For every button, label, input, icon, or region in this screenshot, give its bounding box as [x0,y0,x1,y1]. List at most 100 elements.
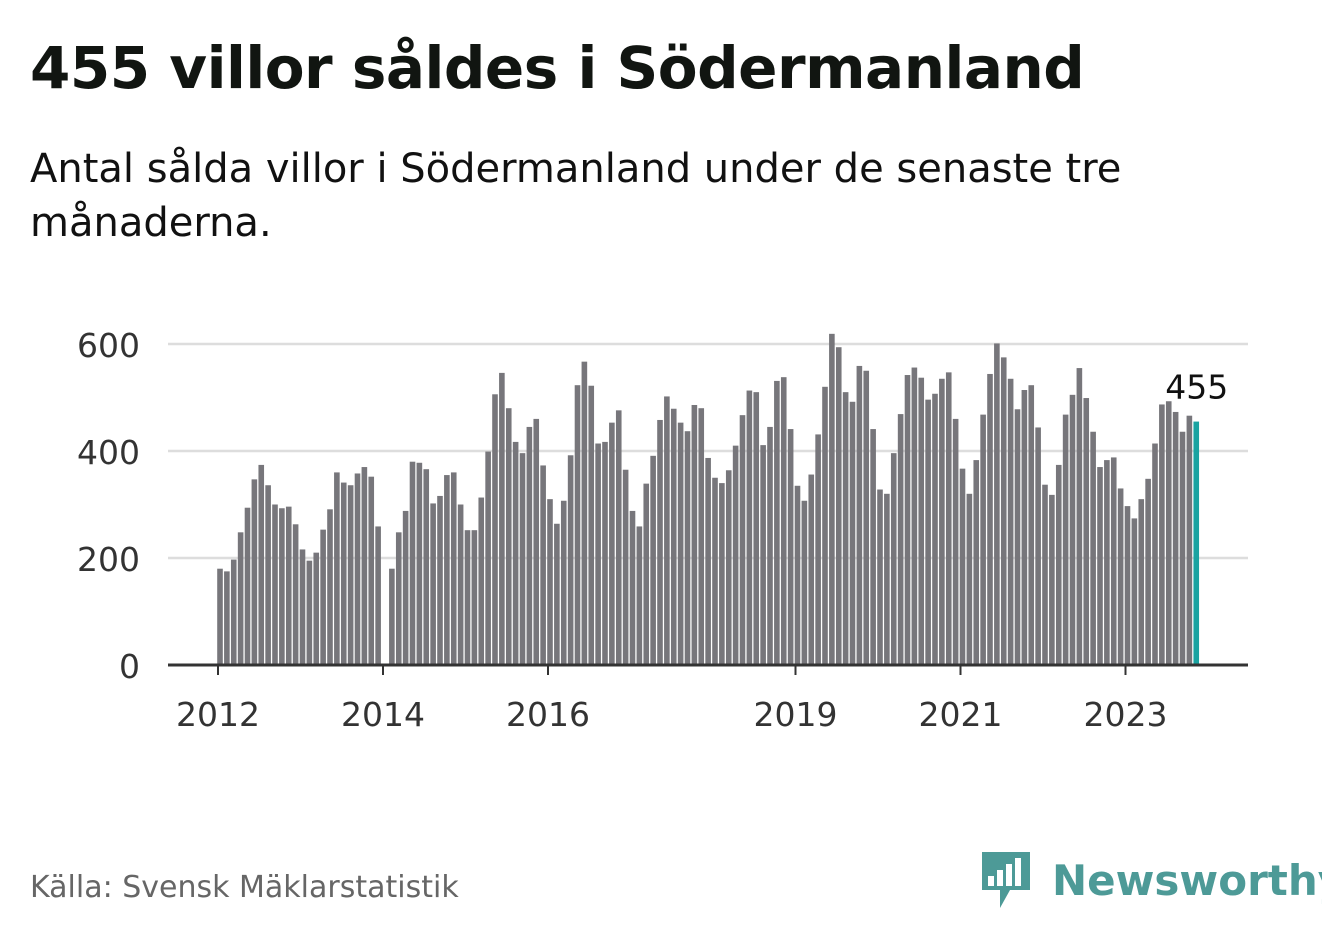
bar [739,415,746,665]
bar [945,372,952,665]
bar [767,426,773,665]
bar [609,422,615,665]
bar [829,333,835,665]
bar [492,394,498,665]
bar [952,418,959,665]
bar [725,470,732,665]
bar [918,377,925,665]
bar [512,441,519,665]
bar [1055,464,1062,665]
bar [1083,398,1090,665]
bar [1097,467,1103,665]
bar [650,455,656,665]
bar [478,497,485,665]
bar [320,529,326,665]
bar [368,476,375,665]
bar [643,483,650,665]
bar-highlight [1193,421,1200,665]
bar [354,473,361,665]
bar [485,451,491,665]
bar [664,396,670,665]
newsworthy-logo: Newsworthy [982,850,1322,910]
bar [237,532,244,665]
bar [595,443,601,665]
bar [1179,431,1186,665]
bar [1076,368,1083,665]
bar [416,462,423,665]
bar [636,526,643,665]
bar [224,571,230,665]
bar [505,408,512,665]
bar [1028,385,1035,665]
chart-subtitle: Antal sålda villor i Södermanland under … [30,146,1122,246]
y-tick-label: 0 [119,647,140,686]
bar [258,464,265,665]
bar [822,386,828,665]
x-tick-label: 2016 [506,695,590,734]
x-tick-label: 2014 [341,695,425,734]
bar [657,419,663,665]
bar [615,410,622,665]
x-tick-label: 2023 [1084,695,1168,734]
bar [450,472,457,665]
bar [774,380,780,665]
bar [1117,488,1124,665]
bar [533,418,540,665]
bar [292,524,299,665]
bar [423,469,430,665]
axes [168,663,1248,675]
bar [884,493,890,665]
bar [1007,378,1014,665]
bar [567,455,574,665]
bar [1172,411,1179,665]
bar [1042,484,1048,665]
bar [554,523,560,665]
bar [1110,457,1117,665]
bar [1145,478,1151,665]
bar [780,377,787,665]
x-tick-label: 2019 [754,695,838,734]
bar [622,469,629,665]
bar [705,457,711,665]
y-tick-label: 400 [77,433,140,472]
bar [265,485,271,665]
bar [230,559,237,665]
bar [375,526,381,665]
bar [1090,431,1096,665]
bar [808,474,815,665]
bar [698,408,705,665]
bar [856,365,863,665]
bar [877,489,883,665]
bar [1062,414,1069,665]
bar [306,560,313,665]
bar [815,434,821,665]
bar [1165,401,1172,665]
bar-chart: 0 200 400 600 2012 2014 2016 2019 2021 2023 455 [77,326,1248,734]
bar [602,441,608,665]
bar [897,414,904,665]
bar [389,568,395,665]
bar [760,445,766,665]
bar [842,392,849,665]
bar [890,453,897,665]
y-tick-label: 200 [77,540,140,579]
source-text: Källa: Svensk Mäklarstatistik [30,870,459,905]
bar [327,509,333,665]
bar [402,510,409,665]
bar [691,404,698,665]
bar [437,495,443,665]
highlight-value-label: 455 [1165,368,1228,407]
bar [746,390,753,665]
bar [347,485,354,665]
bar [684,431,691,665]
bar [217,568,223,665]
bar [904,375,911,665]
bar [299,549,306,665]
brand-name: Newsworthy [1052,855,1322,905]
bar [574,385,581,665]
bar [863,370,870,665]
bar [732,445,739,665]
newsworthy-logo-icon [982,852,1030,908]
bar [870,429,876,665]
chart-title: 455 villor såldes i Södermanland [30,34,1085,102]
